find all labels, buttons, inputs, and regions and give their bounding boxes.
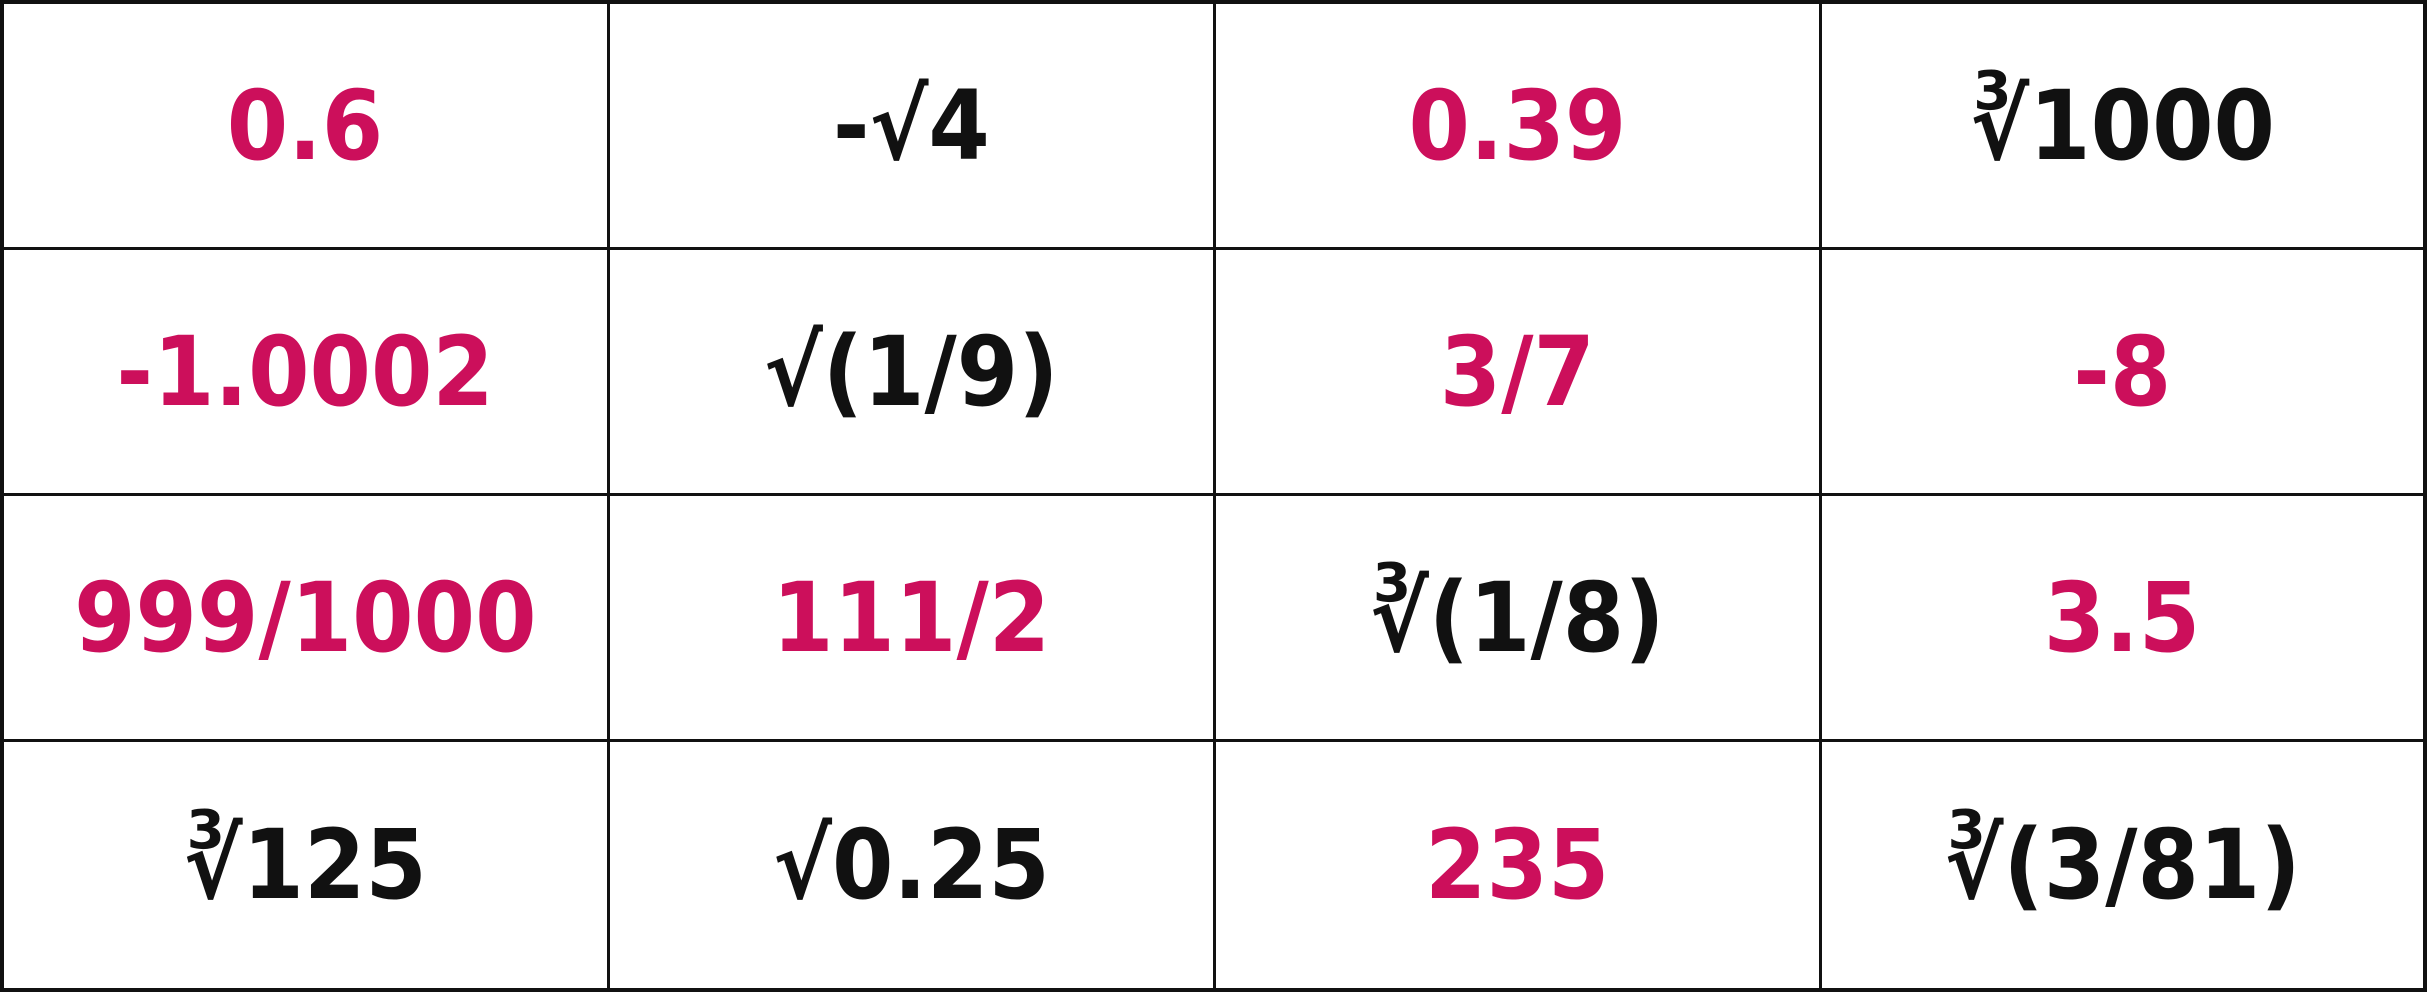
- table-cell-r3-c1: √0.25: [610, 742, 1216, 988]
- cell-value: ∛1000: [1970, 69, 2275, 182]
- cell-value: 3/7: [1439, 315, 1596, 428]
- table-cell-r2-c2: ∛(1/8): [1216, 496, 1822, 742]
- cell-value: √(1/9): [764, 315, 1059, 428]
- table-cell-r0-c2: 0.39: [1216, 4, 1822, 250]
- cell-value: ∛(1/8): [1370, 561, 1665, 674]
- table-cell-r0-c1: -√4: [610, 4, 1216, 250]
- table-cell-r1-c2: 3/7: [1216, 250, 1822, 496]
- table-cell-r3-c3: ∛(3/81): [1822, 742, 2423, 988]
- table-cell-r0-c0: 0.6: [4, 4, 610, 250]
- table-cell-r2-c1: 111/2: [610, 496, 1216, 742]
- table-cell-r3-c0: ∛125: [4, 742, 610, 988]
- cell-value: ∛(3/81): [1944, 809, 2301, 921]
- cell-value: -1.0002: [116, 315, 495, 428]
- cell-value: ∛125: [183, 809, 428, 921]
- cell-value: -√4: [832, 69, 991, 182]
- table-cell-r3-c2: 235: [1216, 742, 1822, 988]
- cell-value: 3.5: [2044, 561, 2201, 674]
- table-cell-r1-c0: -1.0002: [4, 250, 610, 496]
- cell-value: 999/1000: [74, 561, 537, 674]
- cell-value: 235: [1425, 809, 1610, 921]
- cell-value: 0.39: [1408, 69, 1627, 182]
- table-cell-r1-c1: √(1/9): [610, 250, 1216, 496]
- cell-value: 0.6: [227, 69, 384, 182]
- table-cell-r2-c0: 999/1000: [4, 496, 610, 742]
- table-cell-r0-c3: ∛1000: [1822, 4, 2423, 250]
- cell-value: 111/2: [772, 561, 1051, 674]
- table-cell-r2-c3: 3.5: [1822, 496, 2423, 742]
- cell-value: -8: [2073, 315, 2172, 428]
- table-cell-r1-c3: -8: [1822, 250, 2423, 496]
- cell-value: √0.25: [773, 809, 1050, 921]
